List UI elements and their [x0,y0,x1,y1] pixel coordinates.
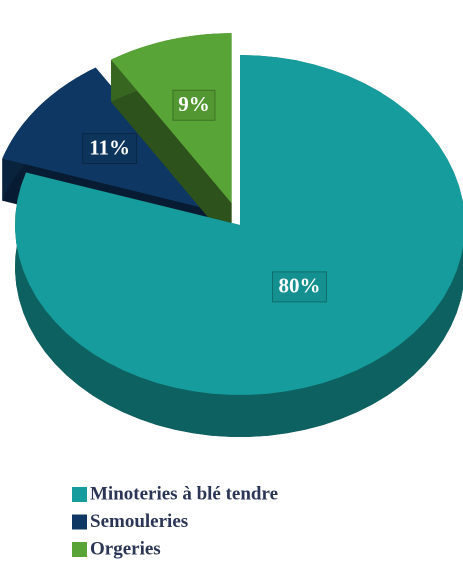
data-label-box [82,133,138,165]
data-label-box [272,271,328,303]
data-label: 80% [279,274,321,298]
slice-top [111,33,232,204]
slice-wall [111,59,232,246]
data-label-box [172,89,216,121]
legend-label: Minoteries à blé tendre [90,483,278,504]
legend-swatch [72,542,87,557]
legend-label: Orgeries [90,538,161,559]
data-label: 11% [89,135,130,159]
slice [15,55,463,437]
slice-top [15,55,463,395]
legend-swatch [72,487,87,502]
legend-label: Semouleries [90,511,188,532]
data-label: 9% [178,92,210,116]
legend-swatch [72,514,87,530]
